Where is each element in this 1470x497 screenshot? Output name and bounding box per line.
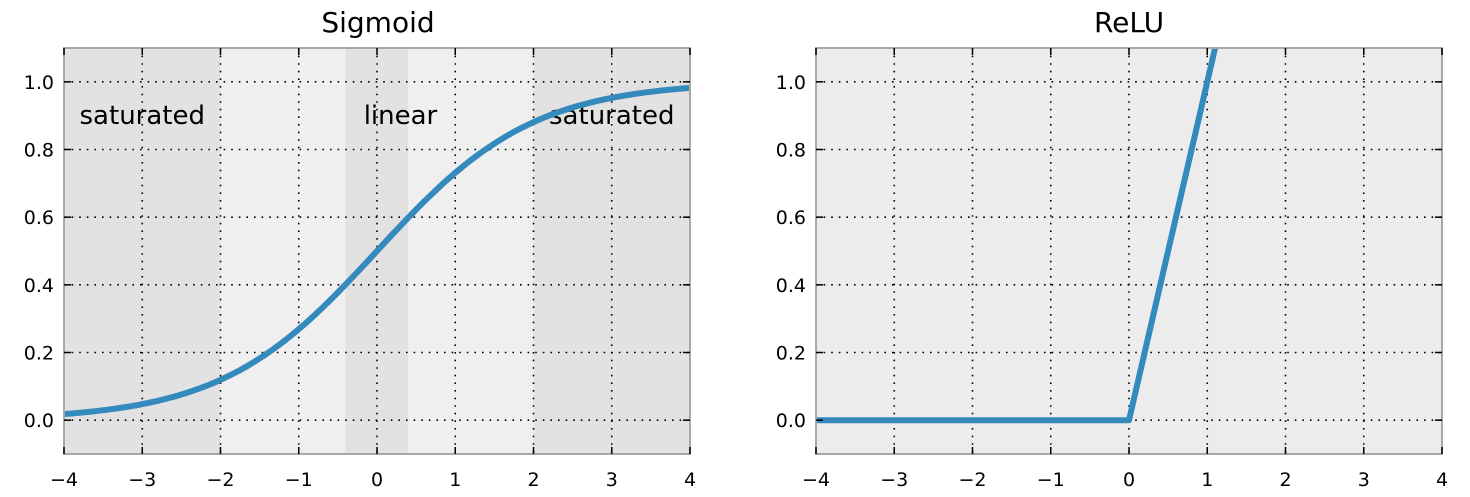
sigmoid-annotation-saturated: saturated (80, 101, 205, 131)
relu-plot-background (816, 48, 1442, 454)
sigmoid-xtick-label: 4 (684, 469, 696, 491)
sigmoid-xtick-label: 3 (606, 469, 618, 491)
relu-xtick-label: −4 (802, 469, 830, 491)
relu-ytick-label: 0.8 (776, 140, 806, 162)
sigmoid-xtick-label: −3 (128, 469, 156, 491)
sigmoid-title: Sigmoid (321, 6, 434, 39)
relu-xtick-label: 1 (1201, 469, 1213, 491)
relu-xtick-label: 2 (1279, 469, 1291, 491)
sigmoid-xtick-label: 2 (527, 469, 539, 491)
sigmoid-xtick-label: −1 (285, 469, 313, 491)
relu-ytick-label: 0.6 (776, 207, 806, 229)
relu-xtick-label: 0 (1123, 469, 1135, 491)
relu-ytick-label: 0.0 (776, 410, 806, 432)
sigmoid-ytick-label: 0.0 (24, 410, 54, 432)
sigmoid-ytick-label: 0.8 (24, 140, 54, 162)
sigmoid-ytick-label: 1.0 (24, 72, 54, 94)
relu-xtick-label: 3 (1358, 469, 1370, 491)
sigmoid-region-0 (64, 48, 221, 454)
sigmoid-chart: Sigmoid saturated linear saturated −4 −3 −2 −1… (24, 6, 696, 491)
sigmoid-ytick-label: 0.6 (24, 207, 54, 229)
relu-title: ReLU (1094, 6, 1164, 39)
sigmoid-xtick-label: −4 (50, 469, 78, 491)
relu-xtick-label: 4 (1436, 469, 1448, 491)
relu-xtick-label: −3 (880, 469, 908, 491)
relu-ytick-label: 1.0 (776, 72, 806, 94)
sigmoid-region-3 (408, 48, 534, 454)
relu-curve (816, 48, 1219, 424)
sigmoid-region-4 (533, 48, 690, 454)
sigmoid-ytick-label: 0.2 (24, 343, 54, 365)
relu-chart: ReLU −4 −3 −2 −1 0 1 2 3 4 0.0 0.2 0.4 0.6 0.8 1.0 (776, 6, 1448, 491)
sigmoid-xtick-label: 1 (449, 469, 461, 491)
sigmoid-ytick-label: 0.4 (24, 275, 54, 297)
relu-ytick-label: 0.2 (776, 343, 806, 365)
sigmoid-xtick-label: 0 (371, 469, 383, 491)
sigmoid-curve (64, 84, 690, 418)
relu-xtick-label: −2 (958, 469, 986, 491)
sigmoid-annotation-linear: linear (364, 101, 438, 131)
sigmoid-region-1 (220, 48, 346, 454)
relu-ytick-label: 0.4 (776, 275, 806, 297)
sigmoid-xtick-label: −2 (206, 469, 234, 491)
sigmoid-annotation-saturated: saturated (549, 101, 674, 131)
relu-xtick-label: −1 (1037, 469, 1065, 491)
